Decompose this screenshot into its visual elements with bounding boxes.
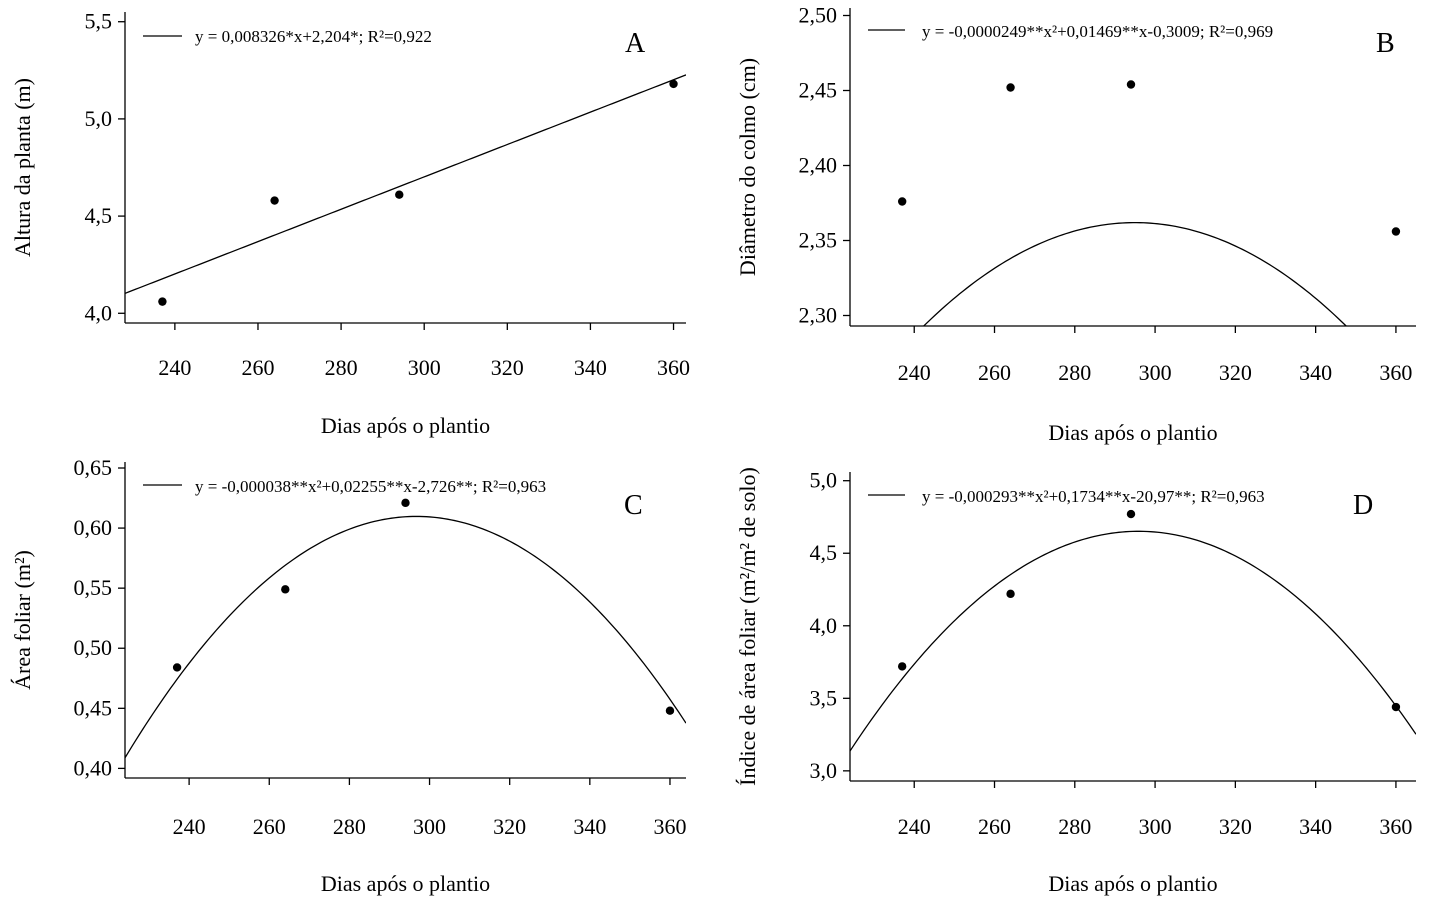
x-tick-label: 280 bbox=[333, 814, 366, 839]
y-tick-label: 4,5 bbox=[85, 203, 113, 228]
data-point bbox=[1006, 83, 1015, 92]
data-point bbox=[172, 663, 182, 672]
y-tick-label: 2,40 bbox=[799, 153, 838, 178]
x-tick-label: 360 bbox=[657, 355, 690, 380]
y-axis-title: Índice de área foliar (m²/m² de solo) bbox=[735, 467, 760, 786]
panel-c: 240 260 280 300 320 340 360 0,40 0,45 0,50 0,55 0,6… bbox=[10, 455, 686, 896]
x-tick-label: 240 bbox=[898, 814, 931, 839]
x-tick-label: 340 bbox=[1299, 814, 1332, 839]
y-tick-label: 2,50 bbox=[799, 3, 838, 28]
data-point bbox=[158, 297, 167, 306]
x-tick-label: 320 bbox=[1219, 814, 1252, 839]
x-axis-title: Dias após o plantio bbox=[321, 413, 490, 438]
data-point bbox=[270, 196, 279, 205]
panel-letter: C bbox=[624, 490, 643, 521]
y-tick-label: 0,65 bbox=[74, 455, 113, 480]
panel-letter: A bbox=[625, 28, 646, 59]
y-tick-label: 0,55 bbox=[74, 575, 113, 600]
x-tick-label: 280 bbox=[1058, 814, 1091, 839]
y-tick-label: 2,30 bbox=[799, 303, 838, 328]
data-point bbox=[897, 662, 907, 671]
y-tick-label: 5,5 bbox=[85, 9, 113, 34]
panel-b: 240 260 280 300 320 340 360 2,30 2,35 2,40 2,45 2,5… bbox=[735, 3, 1416, 445]
x-tick-label: 300 bbox=[413, 814, 446, 839]
panel-letter: D bbox=[1353, 490, 1373, 521]
x-tick-label: 340 bbox=[573, 814, 606, 839]
y-tick-label: 4,0 bbox=[85, 300, 113, 325]
x-tick-label: 240 bbox=[158, 355, 191, 380]
data-point bbox=[1006, 589, 1015, 599]
y-tick-label: 0,50 bbox=[74, 635, 113, 660]
panel-letter: B bbox=[1376, 28, 1395, 59]
fit-curve bbox=[850, 530, 1416, 752]
panel-d: 240 260 280 300 320 340 360 3,0 3,5 4,0 4,5 5,0 Dias… bbox=[735, 467, 1416, 896]
x-tick-label: 300 bbox=[1139, 814, 1172, 839]
regression-equation: y = -0,000293**x²+0,1734**x-20,97**; R²=… bbox=[922, 487, 1265, 506]
y-axis-title: Área foliar (m²) bbox=[10, 550, 35, 690]
x-axis-title: Dias após o plantio bbox=[1048, 871, 1217, 896]
x-tick-label: 300 bbox=[408, 355, 441, 380]
x-tick-label: 320 bbox=[491, 355, 524, 380]
x-tick-label: 340 bbox=[1299, 360, 1332, 385]
y-tick-label: 3,5 bbox=[810, 685, 838, 710]
x-tick-label: 260 bbox=[978, 360, 1011, 385]
x-tick-label: 320 bbox=[1219, 360, 1252, 385]
data-point bbox=[395, 190, 404, 199]
y-tick-label: 0,60 bbox=[74, 515, 113, 540]
y-axis-title: Altura da planta (m) bbox=[10, 78, 35, 257]
data-point bbox=[665, 706, 675, 715]
x-axis-title: Dias após o plantio bbox=[321, 871, 490, 896]
x-tick-label: 360 bbox=[1379, 814, 1412, 839]
y-tick-label: 2,45 bbox=[799, 78, 838, 103]
y-tick-label: 2,35 bbox=[799, 228, 838, 253]
x-tick-label: 300 bbox=[1139, 360, 1172, 385]
y-tick-label: 4,5 bbox=[810, 540, 838, 565]
data-point bbox=[669, 79, 678, 89]
y-tick-label: 0,45 bbox=[74, 695, 113, 720]
regression-equation: y = -0,0000249**x²+0,01469**x-0,3009; R²… bbox=[922, 22, 1273, 41]
x-tick-label: 280 bbox=[1058, 360, 1091, 385]
y-axis-title: Diâmetro do colmo (cm) bbox=[735, 58, 760, 276]
x-tick-label: 260 bbox=[253, 814, 286, 839]
y-tick-label: 3,0 bbox=[810, 758, 838, 783]
x-tick-label: 240 bbox=[173, 814, 206, 839]
x-tick-label: 320 bbox=[493, 814, 526, 839]
regression-equation: y = -0,000038**x²+0,02255**x-2,726**; R²… bbox=[195, 477, 546, 496]
data-point bbox=[401, 498, 410, 508]
fit-curve bbox=[125, 74, 686, 294]
x-tick-label: 360 bbox=[653, 814, 686, 839]
y-tick-label: 5,0 bbox=[810, 468, 838, 493]
x-tick-label: 340 bbox=[574, 355, 607, 380]
x-tick-label: 280 bbox=[325, 355, 358, 380]
x-tick-label: 240 bbox=[898, 360, 931, 385]
x-tick-label: 360 bbox=[1379, 360, 1412, 385]
y-tick-label: 4,0 bbox=[810, 613, 838, 638]
data-point bbox=[897, 197, 907, 206]
x-tick-label: 260 bbox=[978, 814, 1011, 839]
regression-equation: y = 0,008326*x+2,204*; R²=0,922 bbox=[195, 27, 432, 46]
data-point bbox=[1391, 702, 1401, 712]
fit-curve bbox=[125, 515, 686, 759]
data-point bbox=[1126, 509, 1136, 519]
data-point bbox=[1391, 227, 1401, 236]
data-point bbox=[281, 585, 290, 594]
y-tick-label: 0,40 bbox=[74, 755, 113, 780]
y-tick-label: 5,0 bbox=[85, 106, 113, 131]
data-point bbox=[1126, 80, 1136, 89]
panel-a: 240 260 280 300 320 340 360 4,0 4,5 5,0 5,5 Dias ap… bbox=[10, 9, 690, 438]
x-axis-title: Dias após o plantio bbox=[1048, 420, 1217, 445]
x-tick-label: 260 bbox=[241, 355, 274, 380]
fit-curve bbox=[922, 221, 1348, 326]
